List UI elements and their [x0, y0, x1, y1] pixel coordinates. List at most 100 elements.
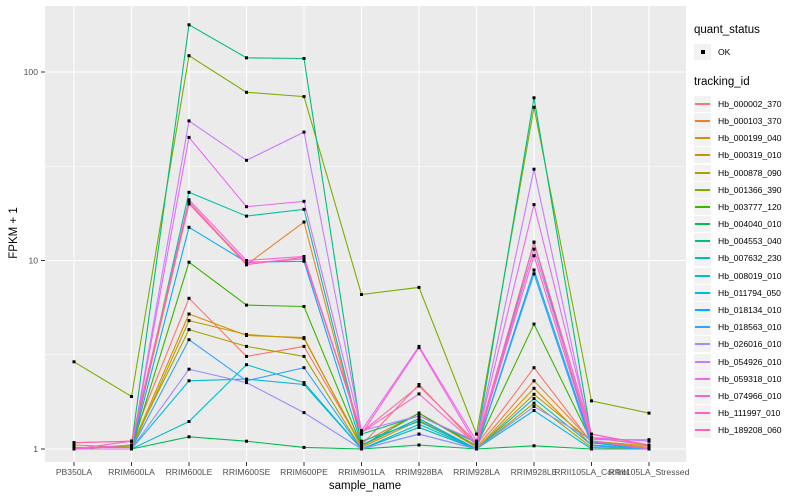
swatch-line-icon — [695, 223, 710, 226]
legend-color-swatch — [694, 387, 711, 404]
data-point — [475, 445, 478, 449]
y-tick-label: 1 — [33, 444, 38, 454]
legend-item-tracking: Hb_003777_120 — [694, 198, 798, 215]
legend-color-swatch — [694, 405, 711, 422]
legend-key-ok — [694, 43, 711, 60]
legend-item-tracking: Hb_011794_050 — [694, 284, 798, 301]
data-point — [360, 430, 363, 434]
legend-item-tracking: Hb_018563_010 — [694, 319, 798, 336]
legend-color-swatch — [694, 233, 711, 250]
x-tick-label: RRIM901LA — [338, 467, 385, 477]
legend-item-tracking: Hb_018134_010 — [694, 301, 798, 319]
legend-item-tracking: Hb_026016_010 — [694, 336, 798, 353]
swatch-line-icon — [695, 326, 710, 329]
data-point — [302, 354, 306, 358]
data-point — [475, 447, 478, 451]
data-point — [532, 444, 536, 448]
data-point — [187, 328, 191, 332]
data-point — [417, 432, 421, 436]
data-point — [187, 54, 191, 58]
legend-label-tracking: Hb_018134_010 — [718, 305, 782, 316]
data-point — [302, 199, 306, 203]
data-point — [532, 105, 536, 109]
data-point — [417, 414, 421, 418]
data-point — [72, 445, 76, 449]
legend-item-tracking: Hb_000002_370 — [694, 95, 798, 112]
swatch-line-icon — [695, 119, 710, 122]
legend-item-tracking: Hb_054926_010 — [694, 353, 798, 370]
data-point — [532, 401, 536, 405]
swatch-line-icon — [695, 154, 710, 157]
swatch-line-icon — [695, 429, 710, 432]
data-point — [245, 303, 248, 307]
legend-label-tracking: Hb_008019_010 — [718, 270, 782, 281]
data-point — [532, 405, 536, 408]
data-point — [417, 443, 421, 447]
legend-color-swatch — [694, 353, 711, 370]
data-point — [532, 203, 536, 207]
data-point — [187, 190, 191, 194]
data-point — [72, 447, 76, 451]
data-point — [590, 432, 593, 436]
legend-label-tracking: Hb_004040_010 — [718, 219, 782, 230]
data-point — [130, 445, 133, 449]
data-point — [417, 420, 421, 423]
data-point — [245, 363, 248, 367]
data-point — [590, 447, 593, 451]
legend-item-tracking: Hb_004040_010 — [694, 216, 798, 233]
data-point — [532, 272, 536, 276]
data-point — [532, 386, 536, 390]
data-point — [532, 268, 536, 272]
swatch-line-icon — [695, 412, 710, 415]
legend-label-tracking: Hb_059318_010 — [718, 373, 782, 384]
data-point — [590, 444, 593, 448]
legend-label-tracking: Hb_111997_010 — [718, 408, 781, 419]
swatch-line-icon — [695, 309, 710, 312]
data-point — [417, 417, 421, 421]
x-tick-label: RRII105LA_Control — [554, 467, 629, 477]
data-point — [72, 443, 76, 447]
x-tick-label: RRIM600SE — [223, 467, 271, 477]
data-point — [187, 435, 191, 439]
legend-item-tracking: Hb_004553_040 — [694, 233, 798, 250]
swatch-line-icon — [695, 274, 710, 277]
data-point — [302, 411, 306, 415]
data-point — [245, 263, 248, 267]
data-point — [245, 205, 248, 209]
data-point — [647, 445, 651, 449]
x-tick-label: RRII105LA_Stressed — [609, 467, 690, 477]
plot-area: PB350LA RRIM600LA RRIM600LE RRIM600SE RRIM60… — [24, 6, 690, 477]
data-point — [245, 90, 248, 94]
data-point — [245, 158, 248, 162]
point-marker-icon — [700, 49, 705, 54]
data-point — [417, 285, 421, 289]
data-point — [360, 439, 363, 443]
legend-label-tracking: Hb_074966_010 — [718, 390, 782, 401]
legend-label-tracking: Hb_000319_010 — [718, 150, 782, 161]
data-point — [302, 207, 306, 211]
legend-title-tracking-id: tracking_id — [694, 76, 750, 89]
y-axis-title: FPKM + 1 — [8, 207, 20, 259]
x-tick-label: PB350LA — [56, 467, 93, 477]
legend-color-swatch — [694, 336, 711, 353]
data-point — [187, 135, 191, 139]
data-point — [187, 296, 191, 300]
legend-label-tracking: Hb_011794_050 — [718, 287, 781, 298]
data-point — [187, 119, 191, 123]
legend-item-tracking: Hb_000878_090 — [694, 164, 798, 181]
legend-label-tracking: Hb_018563_010 — [718, 322, 782, 333]
data-point — [130, 395, 133, 398]
legend-item-tracking: Hb_000103_370 — [694, 112, 798, 129]
swatch-line-icon — [695, 102, 710, 105]
legend: quant_status OK tracking_id Hb_000002_37… — [694, 24, 798, 439]
data-point — [360, 445, 363, 449]
data-point — [532, 397, 536, 401]
legend-color-swatch — [694, 112, 711, 129]
data-point — [187, 420, 191, 423]
data-point — [532, 247, 536, 251]
data-point — [302, 366, 306, 370]
data-point — [245, 214, 248, 218]
data-point — [302, 305, 306, 308]
legend-label-tracking: Hb_000103_370 — [718, 115, 782, 126]
data-point — [187, 379, 191, 383]
